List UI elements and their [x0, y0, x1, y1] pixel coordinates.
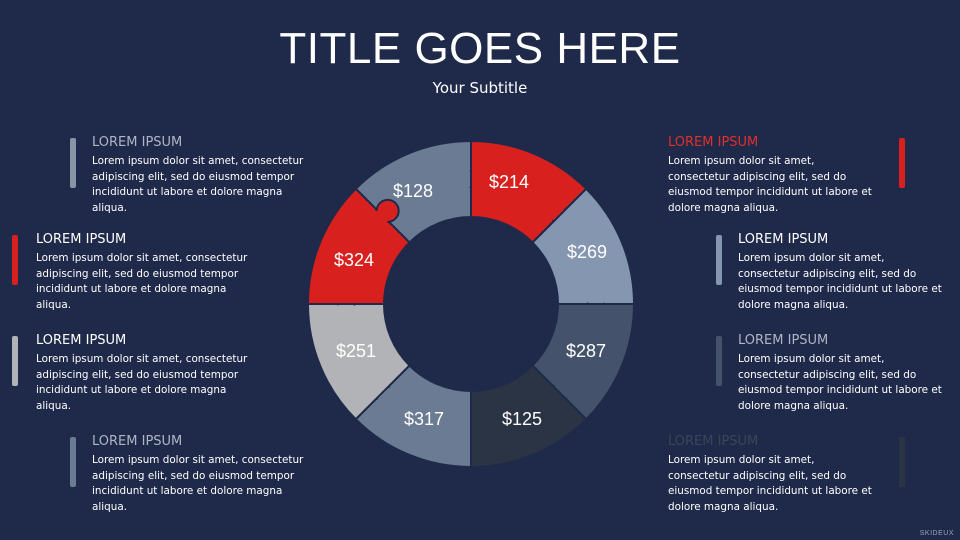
accent-bar: [899, 138, 905, 188]
block-text: Lorem ipsum dolor sit amet, consectetur …: [36, 353, 248, 412]
puzzle-ring: [306, 139, 636, 469]
text-block-right-2: LOREM IPSUM Lorem ipsum dolor sit amet, …: [716, 232, 948, 313]
accent-bar: [70, 138, 76, 188]
accent-bar: [12, 235, 18, 285]
block-heading: LOREM IPSUM: [36, 232, 127, 247]
block-text: Lorem ipsum dolor sit amet, consectetur …: [92, 454, 304, 513]
block-text: Lorem ipsum dolor sit amet, consectetur …: [92, 155, 304, 214]
block-heading: LOREM IPSUM: [668, 434, 759, 449]
block-text: Lorem ipsum dolor sit amet, consectetur …: [668, 454, 872, 513]
text-block-bottom-left: LOREM IPSUM Lorem ipsum dolor sit amet, …: [70, 434, 312, 515]
text-block-left-2: LOREM IPSUM Lorem ipsum dolor sit amet, …: [12, 232, 256, 313]
block-heading: LOREM IPSUM: [92, 135, 183, 150]
block-text: Lorem ipsum dolor sit amet, consectetur …: [36, 252, 248, 311]
accent-bar: [70, 437, 76, 487]
value-label-324: $324: [334, 250, 374, 270]
ring-value-labels: $128 $214 $269 $287 $125 $317 $251 $324: [334, 172, 607, 429]
puzzle-joint-324: [372, 209, 389, 226]
page-subtitle: Your Subtitle: [432, 79, 528, 97]
text-block-top-left: LOREM IPSUM Lorem ipsum dolor sit amet, …: [70, 135, 312, 216]
value-label-287: $287: [566, 341, 606, 361]
block-heading: LOREM IPSUM: [92, 434, 183, 449]
value-label-269: $269: [567, 242, 607, 262]
watermark: SKIDEUX: [919, 530, 954, 537]
block-text: Lorem ipsum dolor sit amet, consectetur …: [738, 252, 942, 311]
text-block-right-3: LOREM IPSUM Lorem ipsum dolor sit amet, …: [716, 333, 948, 414]
accent-bar: [899, 437, 905, 487]
block-heading: LOREM IPSUM: [738, 333, 829, 348]
value-label-125: $125: [502, 409, 542, 429]
accent-bar: [716, 235, 722, 285]
block-text: Lorem ipsum dolor sit amet, consectetur …: [738, 353, 942, 412]
value-label-128: $128: [393, 181, 433, 201]
block-heading: LOREM IPSUM: [36, 333, 127, 348]
block-heading: LOREM IPSUM: [668, 135, 759, 150]
accent-bar: [12, 336, 18, 386]
accent-bar: [716, 336, 722, 386]
value-label-251: $251: [336, 341, 376, 361]
page-title: TITLE GOES HERE: [279, 24, 681, 73]
value-label-214: $214: [489, 172, 529, 192]
text-block-bottom-right: LOREM IPSUM Lorem ipsum dolor sit amet, …: [668, 434, 905, 515]
text-block-left-3: LOREM IPSUM Lorem ipsum dolor sit amet, …: [12, 333, 256, 414]
block-text: Lorem ipsum dolor sit amet, consectetur …: [668, 155, 872, 214]
block-heading: LOREM IPSUM: [738, 232, 829, 247]
text-block-top-right: LOREM IPSUM Lorem ipsum dolor sit amet, …: [668, 135, 905, 216]
value-label-317: $317: [404, 409, 444, 429]
